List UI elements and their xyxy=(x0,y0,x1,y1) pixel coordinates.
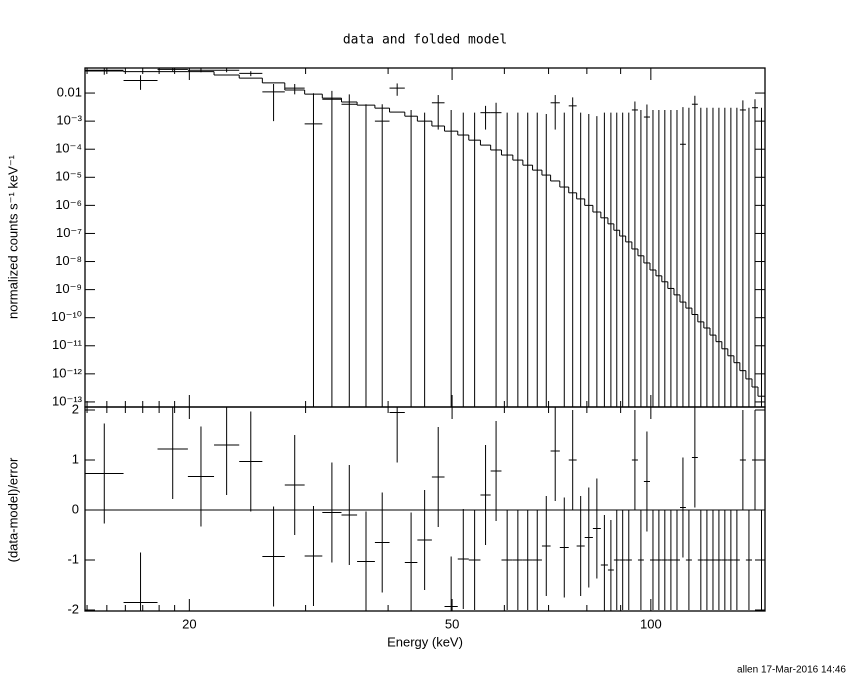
spectrum-panel xyxy=(85,68,765,407)
y-axis-label: normalized counts s⁻¹ keV⁻¹ xyxy=(5,154,20,319)
x-tick-label: 100 xyxy=(640,616,662,631)
x-tick-label: 50 xyxy=(445,616,459,631)
y-tick-label: 10⁻⁷ xyxy=(56,225,82,240)
y-tick-label: 10⁻¹¹ xyxy=(52,337,83,352)
y-tick-label: 10⁻¹³ xyxy=(52,393,83,408)
y-tick-label: 10⁻³ xyxy=(56,113,82,128)
y-tick-label: 10⁻⁸ xyxy=(55,253,82,268)
y-axis-label: (data-model)/error xyxy=(5,457,20,562)
x-axis-label: Energy (keV) xyxy=(387,634,463,649)
y-tick-label: 0.01 xyxy=(57,84,82,99)
chart-title: data and folded model xyxy=(343,33,507,48)
y-tick-label: 2 xyxy=(72,401,79,416)
y-tick-label: -1 xyxy=(67,551,79,566)
y-tick-label: -2 xyxy=(67,601,79,616)
y-tick-label: 10⁻⁴ xyxy=(55,141,82,156)
y-tick-label: 10⁻¹⁰ xyxy=(51,309,82,324)
x-tick-label: 20 xyxy=(182,616,196,631)
y-tick-label: 10⁻⁹ xyxy=(55,281,82,296)
y-tick-label: 1 xyxy=(72,451,79,466)
plot-frame xyxy=(84,406,766,612)
y-tick-label: 0 xyxy=(72,501,79,516)
model-connector xyxy=(123,70,759,397)
y-tick-label: 10⁻⁵ xyxy=(55,169,82,184)
axes: 0.01 10⁻³ 10⁻⁴ 10⁻⁵ 10⁻⁶ 10⁻⁷ 10⁻⁸ 10⁻⁹ 10⁻¹⁰ 10⁻… xyxy=(51,68,765,631)
y-tick-label: 10⁻¹² xyxy=(52,365,83,380)
footer: allen 17-Mar-2016 14:46 xyxy=(737,665,846,676)
residual-panel xyxy=(85,407,765,611)
y-tick-label: 10⁻⁶ xyxy=(55,197,82,212)
